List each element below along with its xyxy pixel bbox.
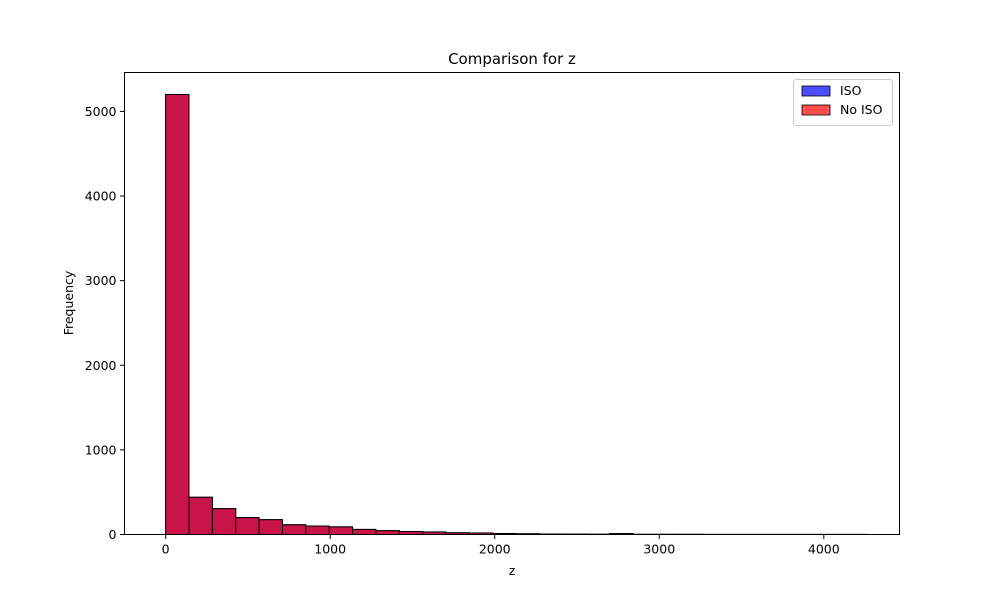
x-tick-label: 3000 <box>643 542 675 557</box>
histogram-bar <box>375 530 400 536</box>
histogram-bar <box>328 526 354 536</box>
histogram-bar <box>235 517 260 535</box>
legend: ISO No ISO <box>793 79 893 126</box>
histogram-bar <box>305 525 330 535</box>
chart-title: Comparison for z <box>448 50 576 68</box>
y-tick-label: 2000 <box>85 358 117 373</box>
histogram-bar <box>211 508 237 536</box>
legend-label-no-iso: No ISO <box>840 102 883 117</box>
y-tick-label: 5000 <box>85 104 117 119</box>
legend-swatch-iso <box>801 85 831 97</box>
histogram-bar <box>165 94 190 535</box>
x-tick-label: 2000 <box>479 542 511 557</box>
histogram-bars <box>165 94 868 536</box>
histogram-bar <box>188 496 213 535</box>
plot-area-frame <box>124 72 900 535</box>
histogram-bar <box>258 519 283 536</box>
y-tick-label: 3000 <box>85 273 117 288</box>
y-tick-label: 4000 <box>85 189 117 204</box>
y-axis-label: Frequency <box>61 270 76 335</box>
y-tick-label: 1000 <box>85 442 117 457</box>
x-tick-label: 0 <box>162 542 170 557</box>
x-axis-label: z <box>509 563 516 578</box>
legend-label-iso: ISO <box>840 83 862 98</box>
x-tick-label: 1000 <box>314 542 346 557</box>
y-tick-label: 0 <box>109 527 117 542</box>
histogram-bar <box>352 528 377 536</box>
legend-swatch-no-iso <box>801 104 831 116</box>
x-tick-label: 4000 <box>808 542 840 557</box>
axis-ticks: 0 1000 2000 3000 4000 0 1000 2000 3000 4000 5000 <box>85 104 840 557</box>
histogram-bar <box>281 524 307 535</box>
